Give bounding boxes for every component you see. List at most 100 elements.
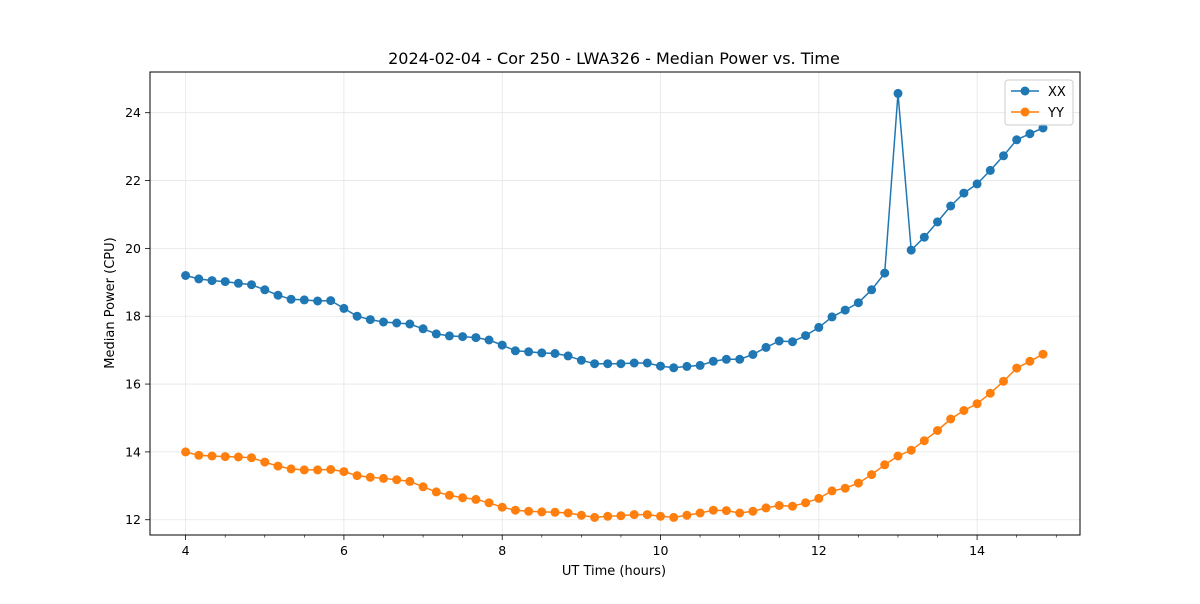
data-point-xx: [959, 188, 969, 198]
y-tick-label: 12: [125, 512, 141, 527]
data-point-xx: [563, 351, 573, 361]
data-point-yy: [959, 406, 969, 415]
data-point-xx: [682, 361, 692, 371]
data-point-xx: [1025, 129, 1035, 139]
y-tick-label: 14: [125, 444, 141, 459]
data-point-xx: [669, 363, 679, 373]
x-axis-label: UT Time (hours): [562, 564, 666, 579]
data-point-xx: [550, 349, 560, 358]
data-point-yy: [484, 498, 494, 508]
data-point-xx: [880, 268, 890, 278]
legend-marker-yy: [1020, 107, 1030, 117]
x-tick-label: 12: [811, 543, 827, 558]
data-point-yy: [708, 505, 718, 515]
data-point-xx: [853, 298, 863, 308]
data-point-yy: [431, 487, 441, 497]
data-point-xx: [352, 311, 362, 321]
legend-marker-xx: [1020, 86, 1030, 96]
data-point-yy: [286, 464, 296, 474]
data-point-yy: [1038, 349, 1048, 359]
data-point-yy: [814, 493, 824, 503]
data-point-yy: [1012, 363, 1022, 373]
data-point-yy: [1025, 356, 1035, 366]
data-point-xx: [339, 303, 349, 313]
data-point-xx: [299, 295, 309, 305]
data-point-xx: [392, 318, 402, 328]
data-point-yy: [194, 450, 204, 460]
data-point-yy: [510, 505, 520, 515]
data-point-xx: [379, 317, 388, 327]
chart-title: 2024-02-04 - Cor 250 - LWA326 - Median P…: [388, 49, 840, 68]
axis-ticks: 4 6 8 10 12 14 12 14 16 18 20 22 24: [125, 105, 1057, 558]
data-point-yy: [656, 511, 665, 521]
data-point-xx: [194, 274, 204, 284]
data-point-yy: [985, 388, 995, 398]
data-point-yy: [735, 508, 745, 518]
data-point-yy: [788, 501, 797, 511]
data-point-xx: [603, 359, 613, 369]
data-point-xx: [616, 359, 626, 369]
data-point-yy: [392, 475, 402, 485]
data-point-xx: [1012, 135, 1022, 145]
data-point-xx: [827, 312, 837, 322]
data-point-xx: [484, 335, 494, 345]
y-tick-label: 24: [125, 105, 141, 120]
data-point-yy: [801, 498, 811, 508]
data-point-yy: [444, 490, 454, 500]
data-point-xx: [207, 276, 217, 286]
data-point-yy: [840, 483, 850, 493]
data-point-xx: [418, 324, 428, 334]
y-axis-label: Median Power (CPU): [103, 237, 118, 368]
data-point-yy: [880, 460, 890, 470]
data-point-xx: [840, 305, 850, 315]
data-point-yy: [827, 486, 837, 496]
data-point-xx: [405, 319, 415, 329]
data-point-yy: [247, 453, 256, 463]
data-point-xx: [972, 179, 982, 189]
data-point-yy: [748, 506, 758, 516]
legend: XX YY: [1004, 79, 1074, 126]
y-tick-label: 22: [125, 173, 141, 188]
data-point-yy: [721, 506, 731, 516]
data-point-xx: [867, 285, 877, 295]
data-point-yy: [207, 451, 217, 461]
data-point-xx: [431, 329, 441, 339]
data-point-xx: [510, 346, 520, 356]
data-point-yy: [471, 494, 481, 504]
data-point-xx: [458, 332, 468, 342]
plot-frame: [149, 71, 1081, 536]
data-point-xx: [471, 333, 481, 343]
data-point-yy: [181, 447, 191, 457]
data-point-yy: [339, 467, 349, 477]
data-point-yy: [972, 399, 982, 409]
legend-label-xx: XX: [1048, 85, 1066, 100]
y-tick-label: 16: [125, 377, 141, 392]
data-point-xx: [721, 354, 731, 364]
data-point-xx: [273, 290, 283, 300]
data-point-yy: [550, 507, 560, 517]
data-point-xx: [181, 271, 191, 280]
data-point-xx: [576, 355, 586, 365]
data-point-xx: [326, 296, 336, 306]
data-point-yy: [260, 457, 270, 467]
data-point-xx: [313, 296, 323, 306]
data-point-yy: [233, 452, 243, 462]
data-point-xx: [365, 315, 375, 325]
data-point-xx: [933, 217, 942, 227]
data-point-yy: [273, 461, 283, 471]
data-point-xx: [629, 358, 639, 368]
data-point-xx: [788, 337, 797, 347]
data-point-yy: [497, 502, 507, 512]
data-point-xx: [735, 354, 745, 364]
data-point-yy: [642, 510, 652, 520]
data-point-xx: [985, 165, 995, 175]
data-point-yy: [761, 503, 771, 513]
data-point-xx: [774, 336, 784, 346]
y-tick-label: 18: [125, 309, 141, 324]
legend-label-yy: YY: [1047, 106, 1064, 121]
data-point-yy: [669, 512, 679, 522]
data-point-yy: [906, 445, 916, 455]
data-point-xx: [748, 350, 758, 359]
x-tick-label: 8: [498, 543, 506, 558]
